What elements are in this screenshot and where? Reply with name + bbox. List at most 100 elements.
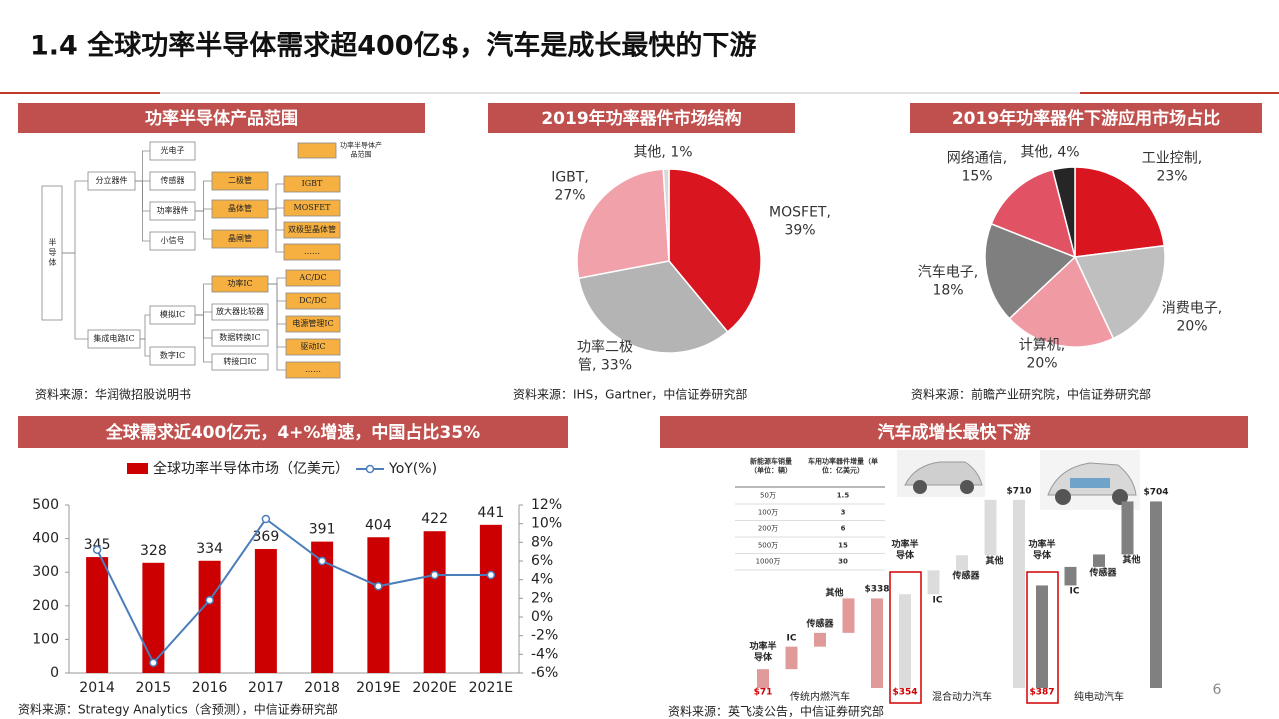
waterfall-segment [785, 646, 798, 670]
tree-connector [62, 180, 88, 254]
panel-header [910, 103, 1262, 133]
highlight-box [889, 571, 922, 704]
yoy-line [96, 517, 491, 665]
yoy-marker [486, 570, 496, 580]
tree-connector [135, 150, 150, 182]
source-note: 资料来源：华润微招股说明书 [35, 387, 191, 402]
pie-slice [1051, 166, 1076, 258]
panel-title: 2019年功率器件市场结构 [541, 108, 741, 129]
highlight-box [1026, 571, 1059, 704]
y2-tick-label: 12% [531, 497, 562, 513]
tree-node [211, 275, 269, 293]
pie-slice [990, 168, 1077, 259]
tree-connector [195, 180, 212, 212]
tree-node [149, 231, 196, 251]
bar [254, 549, 277, 673]
bar-value-label: 441 [478, 505, 505, 521]
panel-title: 2019年功率器件下游应用市场占比 [952, 108, 1220, 129]
waterfall-segment [899, 594, 911, 688]
waterfall-segment [1036, 585, 1048, 688]
bar [311, 541, 334, 673]
y2-tick-label: -4% [531, 646, 558, 662]
tree-node [211, 353, 269, 371]
bar-value-label: 422 [421, 511, 448, 527]
tree-node [41, 185, 63, 321]
bar-value-label: 334 [196, 541, 223, 557]
source-note: 资料来源：Strategy Analytics（含预测），中信证券研究部 [18, 702, 338, 717]
waterfall-segment [956, 555, 968, 571]
yoy-marker [374, 581, 383, 591]
page-number: 6 [1213, 682, 1222, 698]
pie-slice [576, 168, 670, 280]
pie-slice [984, 222, 1077, 320]
y2-tick-label: 2% [531, 590, 553, 606]
slide-title: 1.4 全球功率半导体需求超400亿$，汽车是成长最快的下游 [30, 30, 756, 62]
legend-swatch [127, 463, 148, 474]
tree-node [285, 315, 341, 333]
x-tick-label: 2017 [248, 680, 284, 696]
tree-node [285, 338, 341, 356]
x-tick-label: 2014 [79, 680, 115, 696]
panel-title: 功率半导体产品范围 [145, 108, 298, 129]
pie-slice [662, 168, 670, 262]
yoy-marker [261, 514, 271, 524]
legend-swatch [365, 464, 375, 474]
bar [367, 537, 390, 673]
tree-node [283, 175, 341, 193]
tree-node [211, 329, 269, 347]
tree-node [211, 171, 269, 191]
yoy-marker [92, 545, 102, 555]
x-tick-label: 2019E [356, 680, 400, 696]
bar [479, 524, 502, 673]
legend-swatch [297, 142, 337, 159]
y-tick-label: 400 [32, 531, 59, 547]
panel-header [18, 416, 568, 448]
tree-connector [195, 311, 212, 316]
panel-title: 全球需求近400亿元，4+%增速，中国占比35% [105, 422, 480, 443]
bar [198, 560, 221, 673]
bar-value-label: 345 [84, 537, 111, 553]
tree-node [87, 171, 136, 191]
pie-slice [1074, 166, 1166, 258]
tree-connector [140, 314, 150, 340]
panel-header [18, 103, 425, 133]
tree-connector [268, 208, 284, 253]
car-image [897, 450, 985, 497]
tree-connector [195, 210, 212, 240]
tree-node [285, 269, 341, 287]
x-tick-label: 2015 [136, 680, 172, 696]
source-note: 资料来源：英飞凌公告，中信证券研究部 [668, 704, 884, 719]
waterfall-segment [814, 632, 826, 647]
x-tick-label: 2021E [469, 680, 513, 696]
tree-connector [140, 338, 150, 357]
y2-tick-label: 6% [531, 553, 553, 569]
yoy-marker [149, 658, 158, 667]
bar [423, 531, 446, 673]
waterfall-segment [757, 669, 769, 688]
panel-header [660, 416, 1248, 448]
tree-node [283, 221, 341, 239]
bar-value-label: 369 [253, 529, 280, 545]
tree-node [285, 361, 341, 379]
waterfall-segment [1093, 554, 1105, 567]
y2-tick-label: 10% [531, 516, 562, 532]
bar-value-label: 404 [365, 517, 392, 533]
y-tick-label: 0 [50, 665, 59, 681]
yoy-marker [205, 595, 214, 605]
pie-slice [1008, 255, 1115, 348]
tree-node [283, 199, 341, 217]
panel-header [488, 103, 795, 133]
tree-connector [195, 283, 212, 316]
y2-tick-label: 8% [531, 534, 553, 550]
waterfall-segment [984, 499, 997, 556]
tree-connector [268, 277, 286, 285]
tree-connector [195, 314, 212, 363]
tree-node [149, 305, 196, 325]
tree-node [149, 171, 196, 191]
bar [86, 557, 109, 673]
waterfall-segment [1121, 501, 1134, 555]
waterfall-segment [842, 598, 855, 633]
tree-connector [268, 283, 286, 371]
y-tick-label: 100 [32, 631, 59, 647]
